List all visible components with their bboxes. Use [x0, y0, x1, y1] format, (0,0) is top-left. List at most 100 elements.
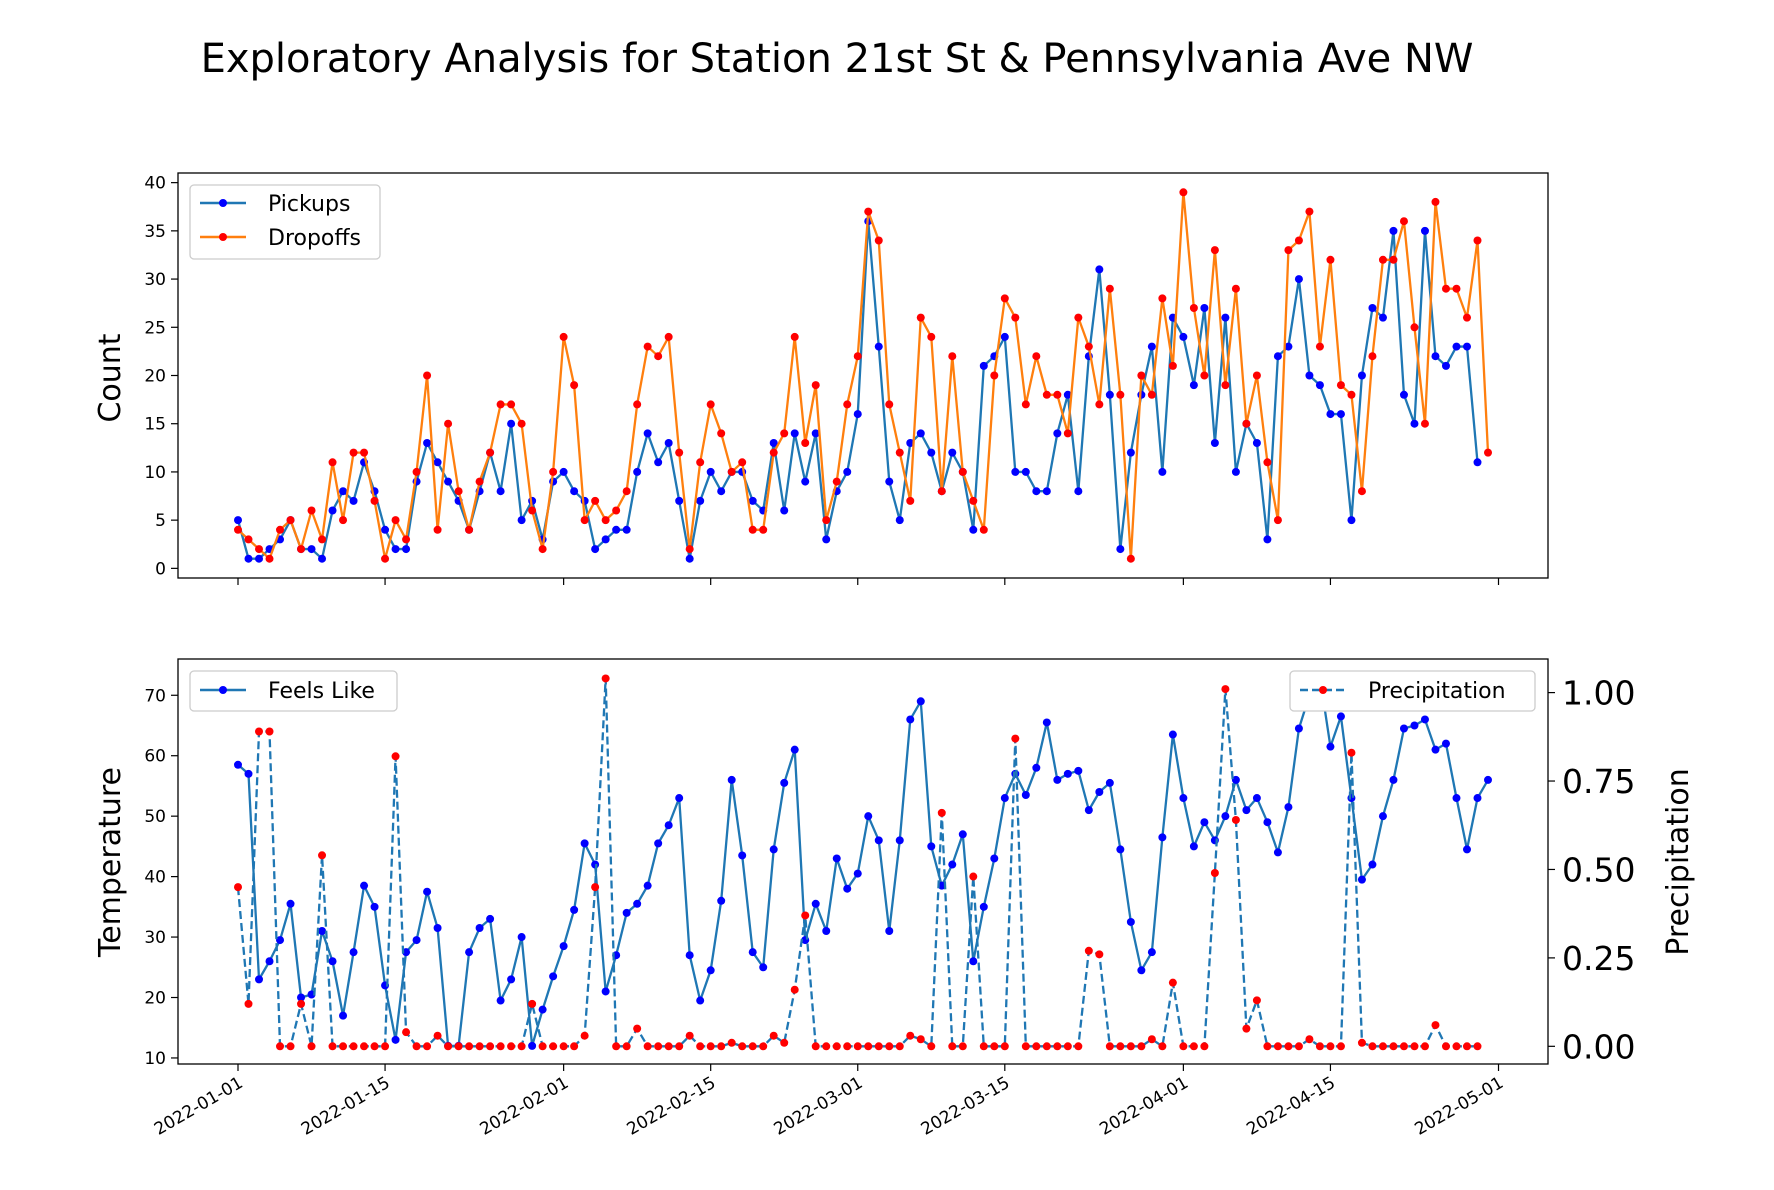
- dropoffs-point: [444, 419, 453, 428]
- dropoffs-point: [1284, 246, 1293, 255]
- precipitation-point: [1315, 1042, 1324, 1051]
- precipitation-point: [1284, 1042, 1293, 1051]
- pickups-point: [916, 429, 925, 438]
- pickups-point: [1420, 226, 1429, 235]
- pickups-point: [559, 467, 568, 476]
- precipitation-point: [1105, 1042, 1114, 1051]
- feels-like-point: [1032, 763, 1041, 772]
- dropoffs-point: [507, 400, 516, 409]
- legend-dropoffs-marker: [219, 233, 227, 241]
- pickups-point: [570, 487, 579, 496]
- precipitation-point: [528, 999, 537, 1008]
- pickups-point: [1357, 371, 1366, 380]
- dropoffs-point: [454, 487, 463, 496]
- feels-like-point: [265, 957, 274, 966]
- dropoffs-point: [1095, 400, 1104, 409]
- dropoffs-point: [1179, 188, 1188, 197]
- dropoffs-point: [297, 545, 306, 554]
- precipitation-point: [1368, 1042, 1377, 1051]
- dropoffs-point: [832, 477, 841, 486]
- precipitation-point: [874, 1042, 883, 1051]
- dropoffs-point: [1441, 284, 1450, 293]
- feels-like-point: [423, 887, 432, 896]
- feels-like-point: [339, 1011, 348, 1020]
- pickups-point: [1431, 352, 1440, 361]
- precipitation-point: [790, 985, 799, 994]
- pickups-point: [1011, 467, 1020, 476]
- feels-like-point: [1473, 794, 1482, 803]
- precipitation-point: [307, 1042, 316, 1051]
- legend-pickups-label: Pickups: [268, 192, 350, 217]
- feels-like-point: [244, 769, 253, 778]
- dropoffs-point: [433, 525, 442, 534]
- temperature-y-tick-label: 60: [144, 747, 166, 767]
- dropoffs-point: [1410, 323, 1419, 332]
- precipitation-point: [559, 1042, 568, 1051]
- precipitation-point: [444, 1042, 453, 1051]
- feels-like-point: [885, 927, 894, 936]
- feels-like-point: [412, 936, 421, 945]
- feels-like-point: [664, 821, 673, 830]
- pickups-point: [1105, 390, 1114, 399]
- dropoffs-point: [895, 448, 904, 457]
- dropoffs-point: [727, 467, 736, 476]
- dropoffs-point: [622, 487, 631, 496]
- precipitation-point: [486, 1042, 495, 1051]
- precipitation-point: [1326, 1042, 1335, 1051]
- dropoffs-point: [643, 342, 652, 351]
- dropoffs-point: [769, 448, 778, 457]
- precipitation-point: [580, 1031, 589, 1040]
- dropoffs-point: [1063, 429, 1072, 438]
- feels-like-point: [318, 927, 327, 936]
- date-x-tick-label: 2022-03-01: [771, 1073, 867, 1140]
- pickups-point: [318, 554, 327, 563]
- precipitation-point: [1273, 1042, 1282, 1051]
- precipitation-point: [1347, 748, 1356, 757]
- pickups-point: [1252, 439, 1261, 447]
- feels-like-point: [433, 923, 442, 932]
- feels-like-point: [654, 839, 663, 848]
- precipitation-point: [1231, 815, 1240, 824]
- feels-like-point: [1399, 724, 1408, 733]
- feels-like-point: [1242, 806, 1251, 815]
- feels-like-point: [1273, 848, 1282, 857]
- precipitation-point: [1011, 734, 1020, 743]
- feels-like-point: [370, 902, 379, 911]
- dropoffs-point: [1189, 304, 1198, 312]
- dropoffs-point: [391, 516, 400, 525]
- counts-panel: Count 0 5 10 15 20 25 30 35 40 Pickups Dropoffs: [93, 172, 1549, 585]
- pickups-point: [1410, 419, 1419, 428]
- precipitation-point: [1389, 1042, 1398, 1051]
- dropoffs-point: [1378, 255, 1387, 264]
- precipitation-point: [234, 883, 242, 892]
- dropoffs-point: [1000, 294, 1009, 303]
- precipitation-point: [1168, 978, 1177, 987]
- feels-like-point: [759, 963, 768, 972]
- feels-like-point: [580, 839, 589, 848]
- precipitation-point: [885, 1042, 894, 1051]
- pickups-point: [885, 477, 894, 486]
- feels-like-point: [958, 830, 967, 839]
- precipitation-point: [1137, 1042, 1146, 1051]
- feels-like-line: [237, 675, 1489, 1048]
- pickups-point: [1021, 467, 1030, 476]
- dropoffs-point: [1357, 487, 1366, 496]
- feels-like-point: [486, 914, 495, 923]
- dropoffs-point: [528, 506, 537, 515]
- dropoffs-point: [265, 554, 274, 563]
- pickups-point: [402, 545, 411, 554]
- pickups-point: [1200, 304, 1209, 312]
- pickups-line: [236, 220, 1479, 560]
- dropoffs-point: [402, 535, 411, 544]
- feels-like-point: [507, 975, 516, 984]
- dropoffs-point: [612, 506, 621, 515]
- precipitation-point: [433, 1031, 442, 1040]
- dropoffs-point: [1231, 284, 1240, 293]
- precipitation-point: [1095, 950, 1104, 959]
- pickups-point: [1399, 390, 1408, 399]
- feels-like-point: [937, 881, 946, 890]
- count-axis-label: Count: [93, 333, 128, 422]
- feels-like-point: [675, 794, 684, 803]
- feels-like-point: [685, 951, 694, 960]
- precipitation-point: [454, 1042, 463, 1051]
